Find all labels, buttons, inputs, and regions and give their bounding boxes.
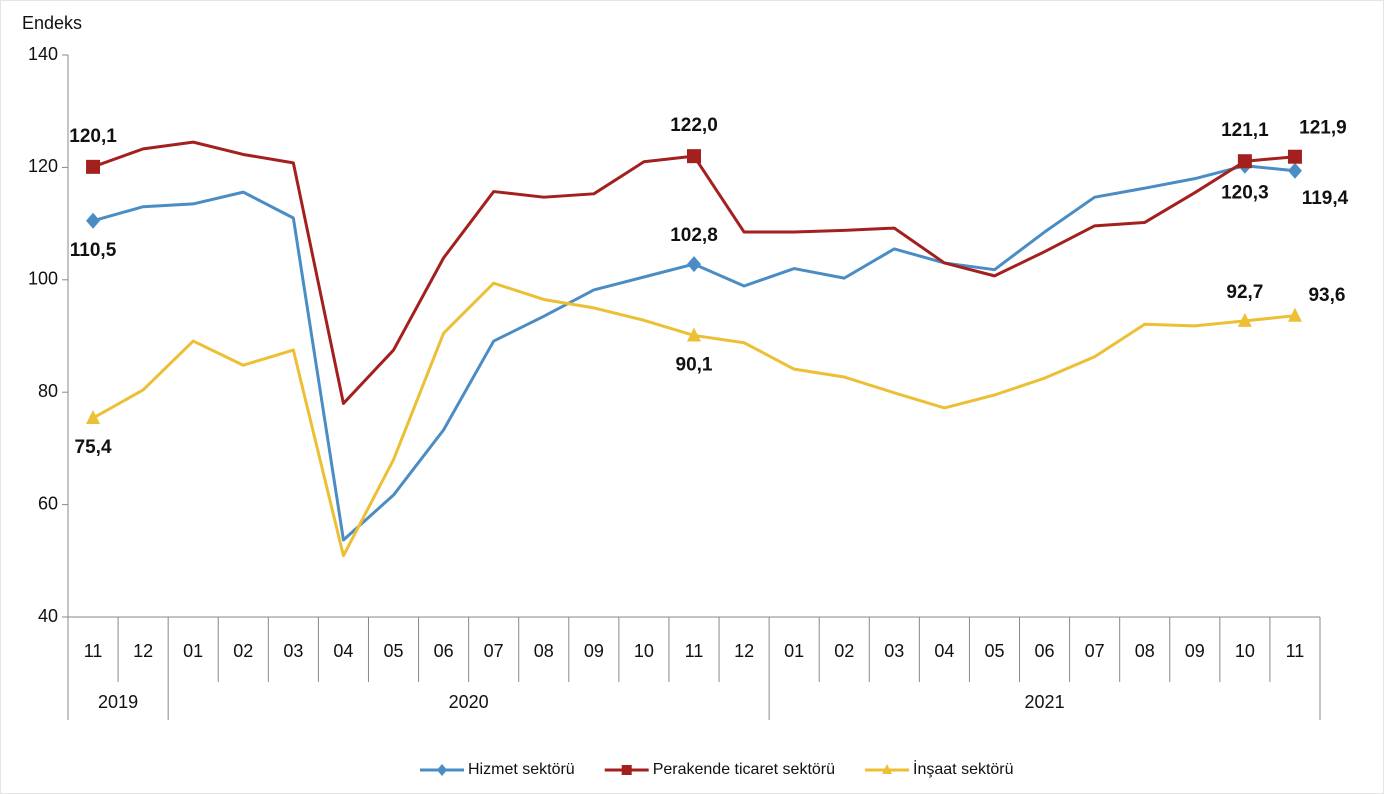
point-marker <box>1287 307 1302 322</box>
x-group-label: 2020 <box>449 692 489 712</box>
x-tick-label: 11 <box>1286 641 1305 661</box>
point-marker <box>1287 162 1302 179</box>
legend-label: Hizmet sektörü <box>468 761 575 778</box>
x-tick-label: 11 <box>685 641 704 661</box>
data-label: 120,1 <box>69 126 117 147</box>
data-label: 122,0 <box>670 115 718 136</box>
x-tick-label: 10 <box>634 641 654 661</box>
x-tick-label: 01 <box>183 641 203 661</box>
point-marker <box>1287 149 1302 164</box>
x-tick-label: 03 <box>884 641 904 661</box>
legend-marker <box>882 764 893 774</box>
x-tick-label: 11 <box>84 641 103 661</box>
data-label: 102,8 <box>670 225 718 246</box>
x-tick-label: 08 <box>534 641 554 661</box>
x-tick-label: 04 <box>934 641 954 661</box>
point-marker <box>687 149 701 164</box>
point-marker <box>86 410 101 425</box>
x-tick-label: 05 <box>984 641 1004 661</box>
data-label: 110,5 <box>70 240 117 261</box>
point-marker <box>86 212 101 229</box>
x-tick-label: 01 <box>784 641 804 661</box>
y-tick-label: 100 <box>28 269 58 289</box>
data-label: 75,4 <box>75 437 112 458</box>
y-tick-label: 60 <box>38 493 58 513</box>
y-axis-label: Endeks <box>22 13 82 33</box>
data-label: 120,3 <box>1221 183 1269 204</box>
point-marker <box>687 256 701 273</box>
x-tick-label: 06 <box>1035 641 1055 661</box>
x-tick-label: 05 <box>384 641 404 661</box>
legend-marker <box>437 764 447 776</box>
x-tick-label: 12 <box>133 641 153 661</box>
x-tick-label: 02 <box>834 641 854 661</box>
x-tick-label: 07 <box>1085 641 1105 661</box>
data-label: 121,1 <box>1221 120 1269 141</box>
data-label: 93,6 <box>1308 285 1345 306</box>
x-tick-label: 08 <box>1135 641 1155 661</box>
x-tick-label: 02 <box>233 641 253 661</box>
y-tick-label: 80 <box>38 381 58 401</box>
x-group-label: 2019 <box>98 692 138 712</box>
x-tick-label: 03 <box>283 641 303 661</box>
data-label: 121,9 <box>1299 118 1347 139</box>
x-tick-label: 09 <box>1185 641 1205 661</box>
legend-marker <box>621 765 632 775</box>
legend-label: İnşaat sektörü <box>913 759 1014 778</box>
x-tick-label: 12 <box>734 641 754 661</box>
point-marker <box>86 159 101 174</box>
x-tick-label: 10 <box>1235 641 1255 661</box>
x-tick-label: 06 <box>434 641 454 661</box>
x-tick-label: 04 <box>333 641 353 661</box>
x-group-label: 2021 <box>1025 692 1065 712</box>
legend-label: Perakende ticaret sektörü <box>653 761 835 778</box>
point-marker <box>1237 312 1252 327</box>
x-tick-label: 09 <box>584 641 604 661</box>
x-tick-label: 07 <box>484 641 504 661</box>
point-marker <box>687 327 701 342</box>
data-label: 90,1 <box>676 354 713 375</box>
data-label: 92,7 <box>1226 282 1263 303</box>
point-marker <box>1237 154 1252 169</box>
y-tick-label: 120 <box>28 156 58 176</box>
y-tick-label: 40 <box>38 606 58 626</box>
data-label: 119,4 <box>1302 188 1349 209</box>
y-tick-label: 140 <box>28 44 58 64</box>
